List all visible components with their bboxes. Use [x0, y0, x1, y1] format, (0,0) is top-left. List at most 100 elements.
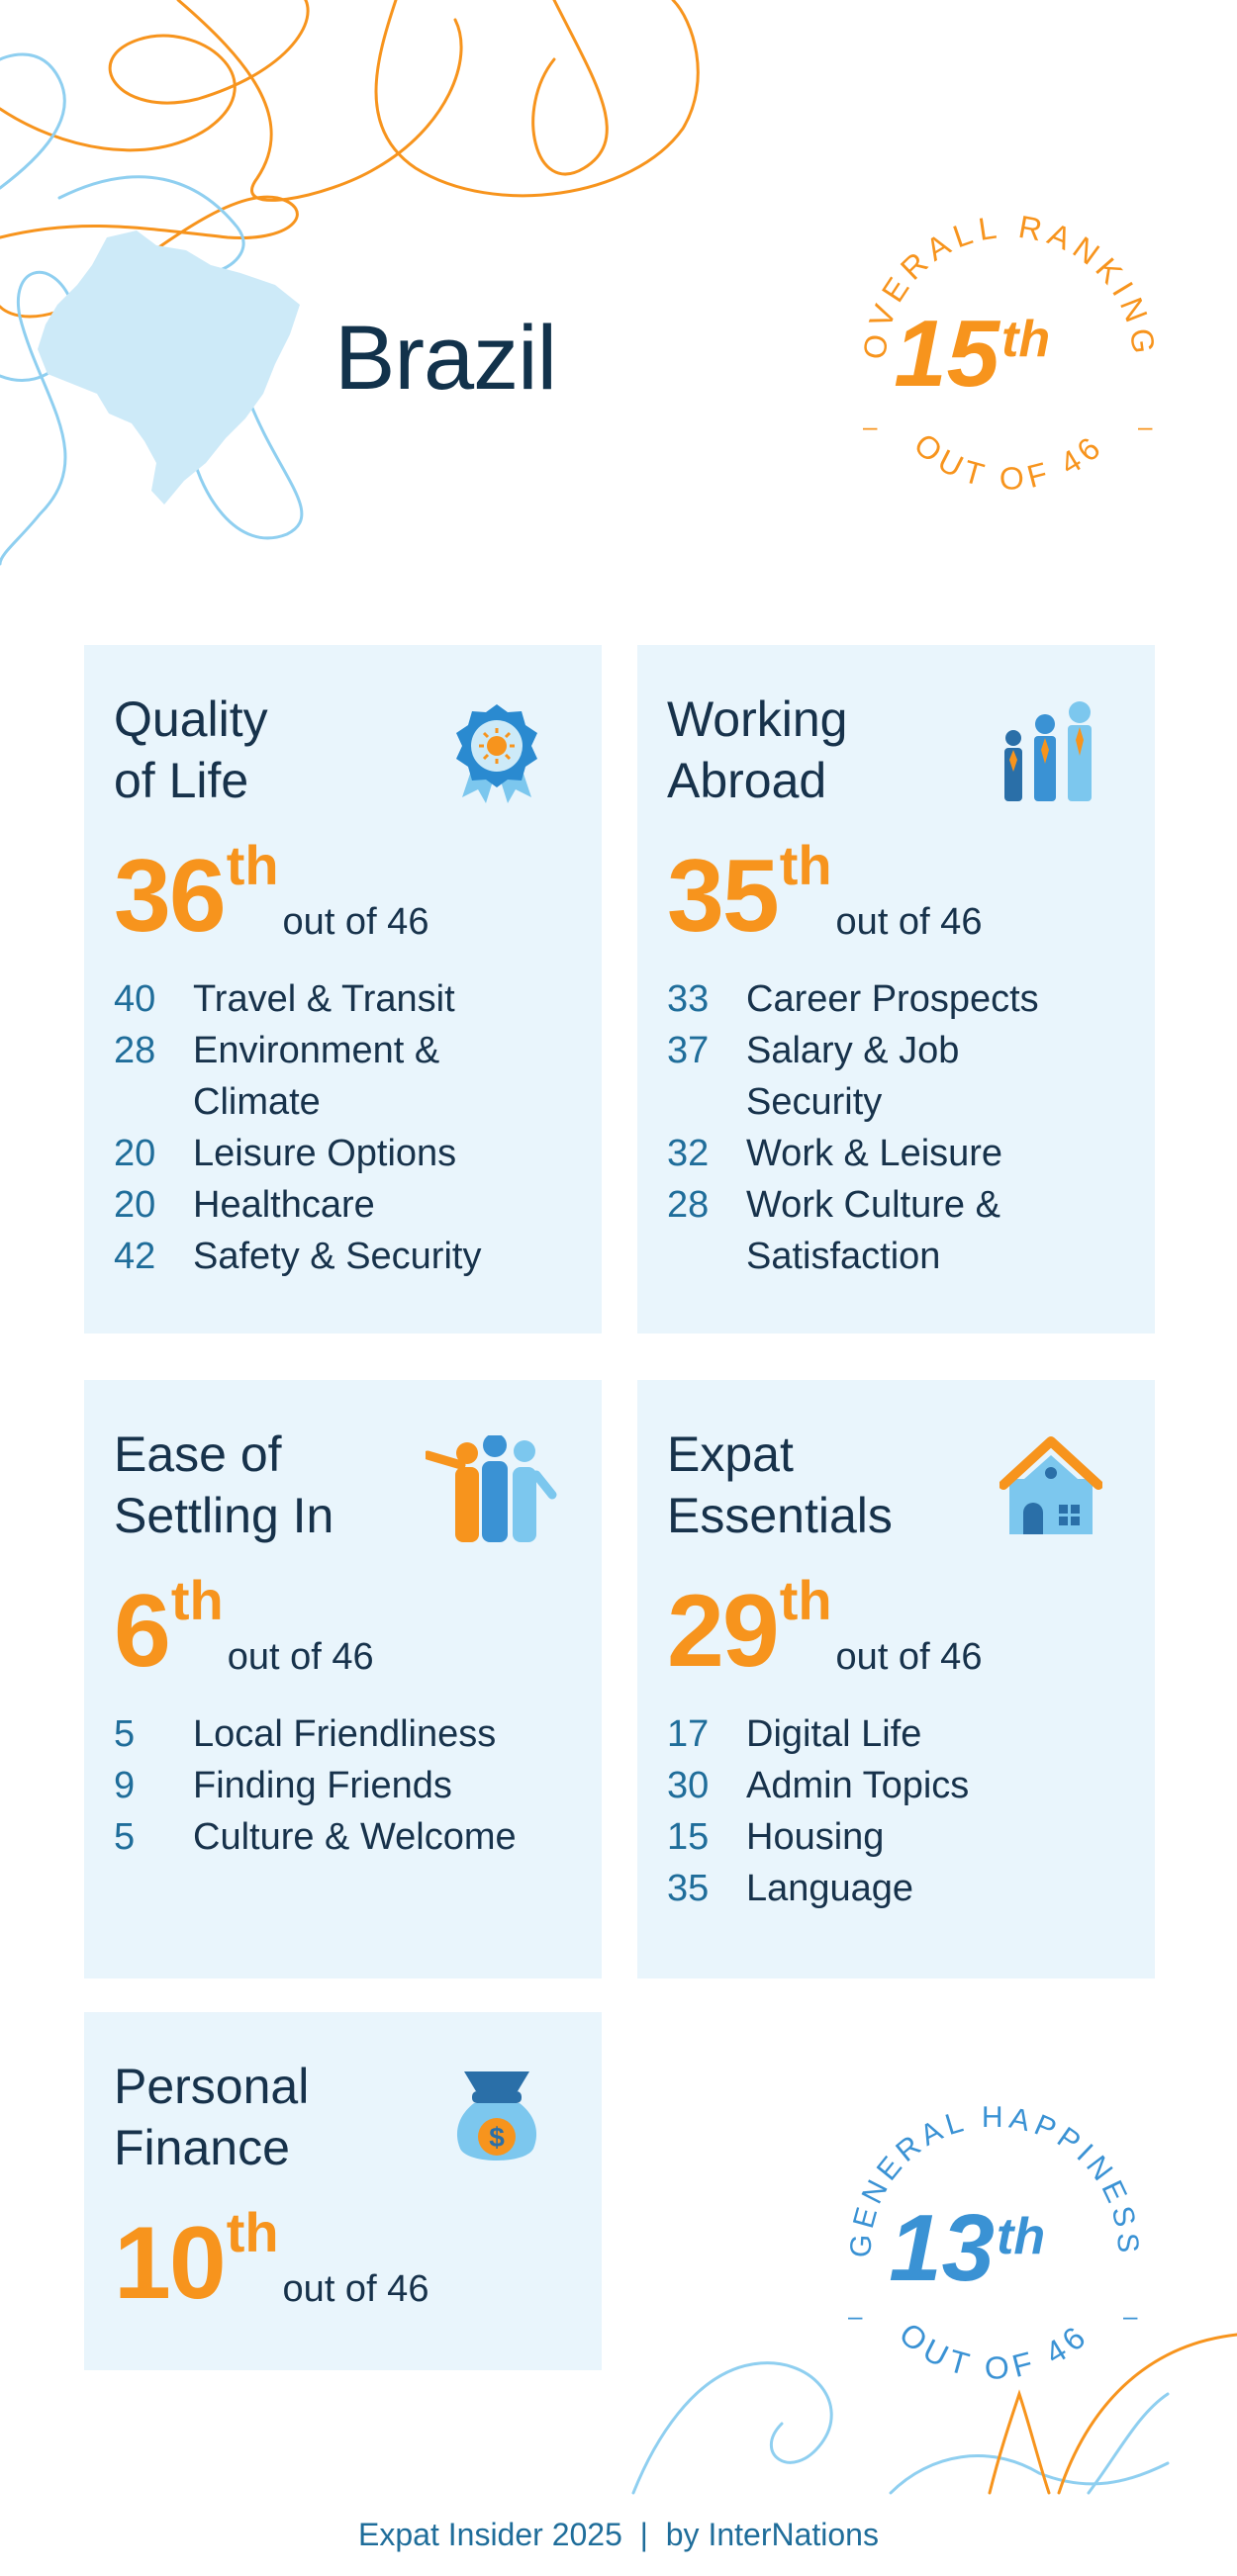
rank-out-of: out of 46	[227, 1636, 374, 1678]
general-happiness-badge: GENERAL HAPPINESS OUT OF 46 – – 13 th	[844, 2101, 1139, 2386]
card-personal-finance: Personal Finance $ 10 th out of 46	[84, 2012, 602, 2370]
list-item: 9 Finding Friends	[114, 1760, 572, 1811]
brazil-map-icon	[38, 230, 300, 505]
rank-out-of: out of 46	[282, 2268, 429, 2310]
sub-label: Culture & Welcome	[193, 1816, 517, 1858]
sub-label: Local Friendliness	[193, 1713, 497, 1755]
sub-rank: 20	[114, 1184, 156, 1226]
sub-rank: 28	[114, 1030, 156, 1071]
general-happiness-outof: OUT OF 46	[893, 2316, 1091, 2386]
list-item: 32 Work & Leisure	[667, 1128, 1125, 1179]
sub-rank: 37	[667, 1030, 710, 1071]
rank-suffix: th	[779, 1569, 832, 1631]
card-expat-essentials: Expat Essentials 29 th out of 46 17 Digit…	[637, 1380, 1155, 1978]
rank-number: 6	[114, 1574, 171, 1689]
sub-label: Digital Life	[746, 1713, 922, 1755]
rank-out-of: out of 46	[282, 901, 429, 943]
sub-rank: 28	[667, 1184, 710, 1226]
sub-rank: 5	[114, 1816, 136, 1858]
sub-rank: 32	[667, 1133, 710, 1174]
happiness-rank-number: 13	[889, 2195, 995, 2301]
list-item: 17 Digital Life	[667, 1708, 1125, 1760]
sub-label: Healthcare	[193, 1184, 375, 1226]
subcategory-list: 17 Digital Life 30 Admin Topics 15 Housing …	[667, 1708, 1125, 1914]
rank-row: 10 th out of 46	[114, 2201, 572, 2321]
rank-suffix: th	[170, 1569, 224, 1631]
sub-rank: 15	[667, 1816, 710, 1858]
sub-rank: 42	[114, 1236, 156, 1277]
sub-rank: 30	[667, 1765, 710, 1806]
rank-number: 29	[667, 1574, 780, 1689]
waving-people-icon	[426, 1435, 557, 1542]
rank-out-of: out of 46	[835, 901, 983, 943]
rank-row: 36 th out of 46	[114, 834, 572, 954]
rank-number: 10	[114, 2206, 227, 2321]
sub-label: Salary & Job Security	[746, 1030, 960, 1123]
sub-label: Language	[746, 1868, 914, 1909]
dash-left: –	[848, 2301, 863, 2331]
sub-label: Environment & Climate	[193, 1030, 440, 1123]
list-item: 5 Culture & Welcome	[114, 1811, 572, 1863]
list-item: 5 Local Friendliness	[114, 1708, 572, 1760]
rank-suffix: th	[226, 2201, 279, 2263]
svg-text:$: $	[489, 2122, 505, 2153]
award-ribbon-icon	[456, 704, 537, 803]
list-item: 37 Salary & Job Security	[667, 1025, 1125, 1128]
sub-rank: 9	[114, 1765, 136, 1806]
card-quality-of-life: Quality of Life 36 th out of 46 40 Travel…	[84, 645, 602, 1334]
card-title: Ease of Settling In	[114, 1426, 334, 1543]
overall-rank-suffix: th	[1001, 311, 1050, 368]
country-title: Brazil	[334, 308, 557, 409]
list-item: 35 Language	[667, 1863, 1125, 1914]
svg-text:OUT OF 46: OUT OF 46	[893, 2316, 1096, 2386]
card-title: Personal Finance	[114, 2059, 310, 2175]
list-item: 33 Career Prospects	[667, 973, 1125, 1025]
sub-label: Work & Leisure	[746, 1133, 1003, 1174]
footer-by: by InterNations	[665, 2517, 879, 2552]
subcategory-list: 40 Travel & Transit 28 Environment & Clima…	[114, 973, 572, 1282]
rank-row: 6 th out of 46	[114, 1569, 572, 1689]
rank-suffix: th	[779, 834, 832, 896]
card-working-abroad: Working Abroad 35 th out of 46 33 Career …	[637, 645, 1155, 1334]
rank-number: 35	[667, 839, 780, 954]
list-item: 20 Healthcare	[114, 1179, 572, 1231]
overall-ranking-badge: OVERALL RANKING OUT OF 46 – – 15 th	[856, 209, 1156, 497]
footer-brand: Expat Insider 2025	[358, 2517, 622, 2552]
list-item: 28 Work Culture & Satisfaction	[667, 1179, 1125, 1282]
svg-text:OUT OF 46: OUT OF 46	[907, 426, 1111, 497]
sub-rank: 40	[114, 978, 156, 1020]
sub-label: Finding Friends	[193, 1765, 452, 1806]
sub-label: Work Culture & Satisfaction	[746, 1184, 1000, 1277]
subcategory-list: 33 Career Prospects 37 Salary & Job Securi…	[667, 973, 1125, 1282]
sub-label: Housing	[746, 1816, 885, 1858]
card-title: Quality of Life	[114, 691, 268, 808]
footer-separator: |	[639, 2517, 648, 2552]
subcategory-list: 5 Local Friendliness 9 Finding Friends 5 Cu…	[114, 1708, 572, 1863]
card-title: Working Abroad	[667, 691, 848, 808]
list-item: 20 Leisure Options	[114, 1128, 572, 1179]
list-item: 28 Environment & Climate	[114, 1025, 572, 1128]
sub-label: Admin Topics	[746, 1765, 970, 1806]
dash-right: –	[1123, 2301, 1138, 2331]
sub-label: Safety & Security	[193, 1236, 482, 1277]
happiness-rank-suffix: th	[997, 2208, 1045, 2265]
sub-rank: 20	[114, 1133, 156, 1174]
list-item: 15 Housing	[667, 1811, 1125, 1863]
overall-ranking-outof: OUT OF 46	[907, 426, 1105, 497]
rank-number: 36	[114, 839, 227, 954]
overall-rank-number: 15	[894, 301, 1000, 407]
sub-rank: 33	[667, 978, 710, 1020]
sub-rank: 5	[114, 1713, 136, 1755]
footer: Expat Insider 2025 | by InterNations	[0, 2517, 1237, 2553]
rank-row: 35 th out of 46	[667, 834, 1125, 954]
dash-left: –	[863, 412, 878, 441]
sub-label: Career Prospects	[746, 978, 1039, 1020]
card-title: Expat Essentials	[667, 1426, 893, 1543]
card-ease-of-settling-in: Ease of Settling In 6 th out of 46 5 Loca…	[84, 1380, 602, 1978]
list-item: 40 Travel & Transit	[114, 973, 572, 1025]
rank-out-of: out of 46	[835, 1636, 983, 1678]
house-icon	[999, 1436, 1102, 1534]
sub-label: Leisure Options	[193, 1133, 457, 1174]
dash-right: –	[1138, 412, 1153, 441]
